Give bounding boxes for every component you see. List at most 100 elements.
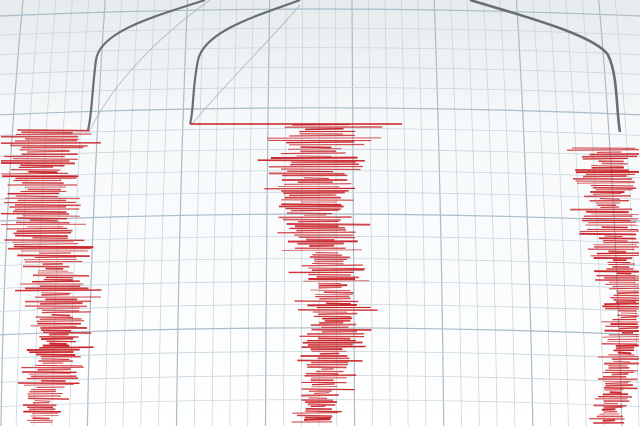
trace-stroke (318, 312, 358, 316)
trace-stroke (284, 183, 352, 185)
grid-line-vertical (614, 0, 640, 427)
trace-stroke (290, 209, 339, 212)
grid-line-horizontal (0, 258, 640, 266)
trace-stroke (301, 388, 355, 391)
trace-stroke (617, 351, 632, 355)
trace-stroke (589, 152, 640, 156)
grid-line-vertical (400, 0, 409, 427)
trace-stroke (607, 340, 640, 342)
trace-stroke (41, 329, 72, 332)
trace-stroke (575, 180, 635, 183)
trace-stroke (610, 296, 640, 299)
needle-left (86, 0, 206, 131)
grid-line-vertical (565, 0, 587, 427)
grid-line-horizontal (0, 327, 640, 336)
trace-stroke (35, 353, 76, 356)
grid-line-vertical (351, 0, 356, 427)
trace-stroke (301, 345, 366, 348)
grid-line-vertical (466, 0, 480, 427)
trace-stroke (290, 163, 360, 166)
grid-line-vertical (417, 0, 427, 427)
trace-stroke (281, 203, 342, 206)
trace-stroke (6, 227, 68, 230)
trace-stroke (30, 414, 59, 417)
trace-stroke (583, 175, 627, 178)
trace-stroke (613, 360, 631, 363)
trace-stroke (15, 234, 68, 238)
trace-stroke (37, 368, 71, 371)
trace-stroke (604, 302, 640, 306)
trace-stroke (613, 299, 640, 302)
trace-stroke (292, 412, 338, 414)
trace-stroke (304, 127, 344, 131)
trace-stroke (599, 198, 620, 200)
trace-stroke (605, 382, 629, 384)
trace-stroke (316, 275, 360, 279)
trace-stroke (602, 239, 628, 242)
trace-stroke (313, 392, 330, 394)
grid-line-vertical (104, 0, 123, 427)
grid-line-horizontal (0, 170, 640, 178)
trace-stroke (41, 358, 70, 360)
trace-stroke (319, 321, 344, 324)
trace-stroke (609, 287, 640, 290)
trace-stroke (285, 207, 342, 210)
grid-line-vertical (515, 0, 534, 427)
trace-stroke (310, 405, 326, 408)
trace-stroke (7, 247, 92, 250)
grid-line-vertical (499, 0, 516, 427)
trace-stroke (312, 254, 343, 257)
trace-stroke (296, 155, 332, 157)
trace-stroke (10, 168, 61, 171)
trace-stroke (305, 238, 335, 241)
trace-stroke (27, 150, 70, 153)
trace-stroke (16, 217, 68, 220)
grid-line-horizontal (0, 8, 640, 17)
trace-stroke (19, 149, 70, 152)
trace-stroke (280, 152, 346, 155)
trace-stroke (286, 223, 371, 226)
trace-stroke (35, 364, 83, 367)
trace-stroke (590, 184, 634, 187)
trace-stroke (281, 168, 361, 171)
trace-stroke (40, 302, 83, 305)
trace-stroke (17, 129, 90, 132)
needle-left-shadow (89, 0, 211, 131)
grid-line-vertical (581, 0, 605, 427)
trace-stroke (582, 157, 628, 160)
grid-line-vertical (433, 0, 445, 427)
trace-stroke (601, 162, 628, 165)
trace-stroke (32, 274, 90, 277)
trace-stroke (9, 144, 88, 147)
grid-line-vertical (384, 0, 391, 427)
needle-middle (188, 0, 301, 125)
trace-stroke (297, 359, 363, 362)
trace-stroke (310, 323, 357, 327)
needle-middle-shadow (191, 4, 301, 125)
trace-stroke (36, 320, 85, 322)
trace-stroke (16, 229, 73, 233)
trace-stroke (605, 384, 633, 387)
trace-middle (257, 123, 383, 423)
trace-stroke (608, 250, 627, 253)
trace-stroke (616, 346, 635, 349)
trace-stroke (17, 254, 90, 257)
trace-stroke (304, 374, 357, 377)
trace-stroke (307, 303, 357, 307)
trace-stroke (46, 340, 76, 343)
trace-stroke (611, 372, 629, 376)
trace-stroke (12, 158, 78, 160)
trace-stroke (579, 232, 637, 236)
trace-stroke (287, 148, 342, 150)
trace-stroke (289, 227, 345, 230)
trace-stroke (34, 256, 77, 259)
trace-stroke (41, 292, 72, 294)
needles (86, 0, 622, 133)
trace-stroke (601, 408, 616, 411)
trace-stroke (596, 252, 640, 255)
trace-stroke (592, 186, 637, 190)
trace-stroke (15, 195, 59, 198)
trace-stroke (13, 232, 72, 235)
trace-stroke (592, 192, 622, 195)
trace-stroke (41, 293, 70, 296)
